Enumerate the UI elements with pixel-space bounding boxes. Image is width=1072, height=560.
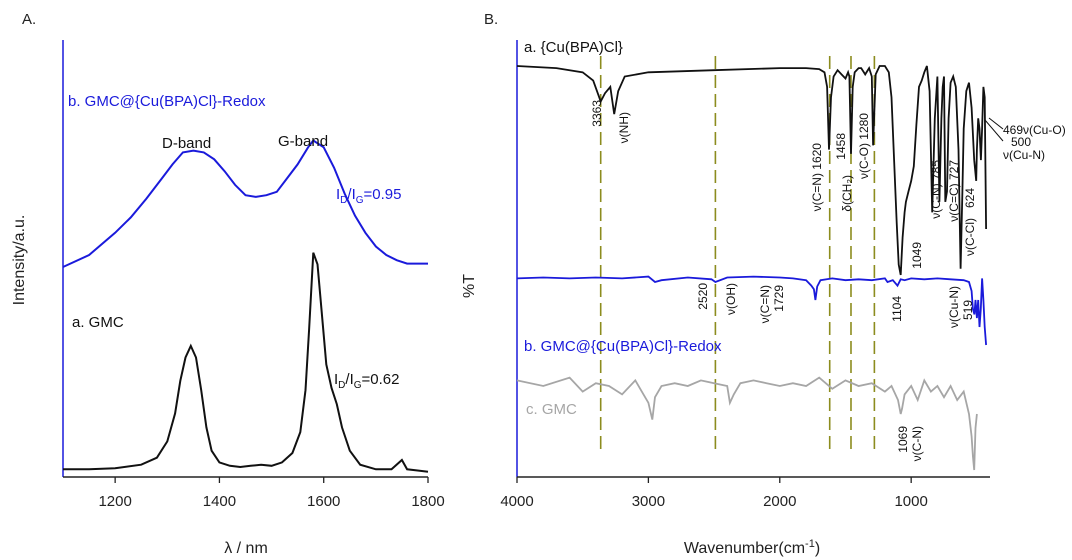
- panel-a-x-axis-label: λ / nm: [224, 540, 268, 557]
- panel-b-tick-label: 3000: [632, 493, 665, 510]
- d-band-label: D-band: [162, 135, 211, 152]
- panel-a-legend-redox: b. GMC@{Cu(BPA)Cl}-Redox: [68, 93, 266, 110]
- panel-a-tick-label: 1800: [411, 493, 444, 510]
- panel-a-tick-label: 1600: [307, 493, 340, 510]
- ann-469-cu-o: 469ν(Cu-O): [1003, 123, 1066, 137]
- ann-nu-cn-blue: ν(C=N): [758, 285, 772, 323]
- panel-b-x-axis-label: Wavenumber(cm-1): [684, 538, 820, 557]
- panel-b-legend-gmc: c. GMC: [526, 401, 577, 418]
- ann-3363: 3363: [590, 100, 604, 127]
- panel-b-legend-complex: a. {Cu(BPA)Cl}: [524, 39, 623, 56]
- panel-b-series-complex-line: [516, 65, 987, 276]
- ratio-redox-value: =0.95: [364, 186, 402, 203]
- ann-2520: 2520: [696, 283, 710, 310]
- panel-b-series-redox-line: [516, 275, 987, 346]
- ratio-gmc-sub2: G: [354, 380, 362, 391]
- panel-a-label: A.: [22, 11, 36, 28]
- panel-b-series-gmc-line: [516, 376, 978, 471]
- ratio-gmc-prefix: I: [334, 371, 338, 388]
- panel-b-tick-label: 2000: [763, 493, 796, 510]
- panel-b-tick-label: 1000: [894, 493, 927, 510]
- panel-a-tick-label: 1200: [98, 493, 131, 510]
- panel-b-y-axis-label: %T: [461, 274, 478, 298]
- ann-1729: 1729: [772, 285, 786, 312]
- ratio-gmc-value: =0.62: [362, 371, 400, 388]
- panel-b-x-axis-label-close: ): [815, 540, 820, 557]
- panel-a-series-gmc-line: [63, 252, 429, 473]
- ann-cu-n-top: ν(Cu-N): [1003, 148, 1045, 162]
- g-band-label: G-band: [278, 133, 328, 150]
- ann-leader-469: [988, 117, 1004, 130]
- panel-a-x-ticks: 1200 1400 1600 1800: [98, 477, 445, 510]
- ratio-redox-mid: /I: [347, 186, 355, 203]
- panel-a-series-redox-line: [62, 139, 428, 268]
- ann-nu-oh: ν(OH): [724, 283, 738, 315]
- ratio-gmc: ID/IG=0.62: [334, 371, 400, 391]
- ann-nu-c-cl: ν(C-Cl): [963, 218, 977, 256]
- ann-500: 500: [1011, 135, 1031, 149]
- panel-a-tick-label: 1400: [203, 493, 236, 510]
- panel-a-legend-gmc: a. GMC: [72, 314, 124, 331]
- panel-b-legend-redox: b. GMC@{Cu(BPA)Cl}-Redox: [524, 338, 722, 355]
- panel-b-x-axis-label-sup: -1: [805, 538, 815, 550]
- panel-b: B. 4000 3000 2000 1000 %T Wavenumber(cm-1) …: [461, 11, 1066, 557]
- panel-b-label: B.: [484, 11, 498, 28]
- ann-519: 519: [961, 300, 975, 320]
- panel-a: A. 1200 1400 1600 1800 Intensity/a.u. λ / n…: [11, 11, 445, 557]
- ann-nu-nh: ν(NH): [617, 112, 631, 143]
- panel-b-x-ticks: 4000 3000 2000 1000: [500, 477, 928, 510]
- ann-1280: ν(C-O) 1280: [857, 113, 871, 179]
- ann-1104: 1104: [890, 296, 904, 322]
- ann-delta-ch2: δ(CH₂): [840, 175, 854, 212]
- ratio-redox: ID/IG=0.95: [336, 186, 402, 206]
- ratio-redox-sub1: D: [340, 195, 347, 206]
- ann-cu-n-blue: ν(Cu-N): [947, 286, 961, 328]
- ratio-redox-sub2: G: [356, 195, 364, 206]
- panel-b-x-axis-label-main: Wavenumber(cm: [684, 540, 805, 557]
- ann-nu-cn-gray: ν(C-N): [910, 426, 924, 461]
- ratio-redox-prefix: I: [336, 186, 340, 203]
- ratio-gmc-sub1: D: [338, 380, 345, 391]
- panel-b-tick-label: 4000: [500, 493, 533, 510]
- ann-1049: 1049: [910, 242, 924, 269]
- ann-1069: 1069: [896, 426, 910, 453]
- ratio-gmc-mid: /I: [345, 371, 353, 388]
- ann-leader-500: [984, 119, 1004, 142]
- ann-727: ν(C=C) 727: [947, 160, 961, 222]
- ann-1458: 1458: [834, 133, 848, 160]
- panel-a-y-axis-label: Intensity/a.u.: [11, 215, 28, 306]
- ann-1620: ν(C=N) 1620: [810, 143, 824, 212]
- ann-624: 624: [963, 188, 977, 208]
- ann-785: ν(C-N) 785: [929, 160, 943, 219]
